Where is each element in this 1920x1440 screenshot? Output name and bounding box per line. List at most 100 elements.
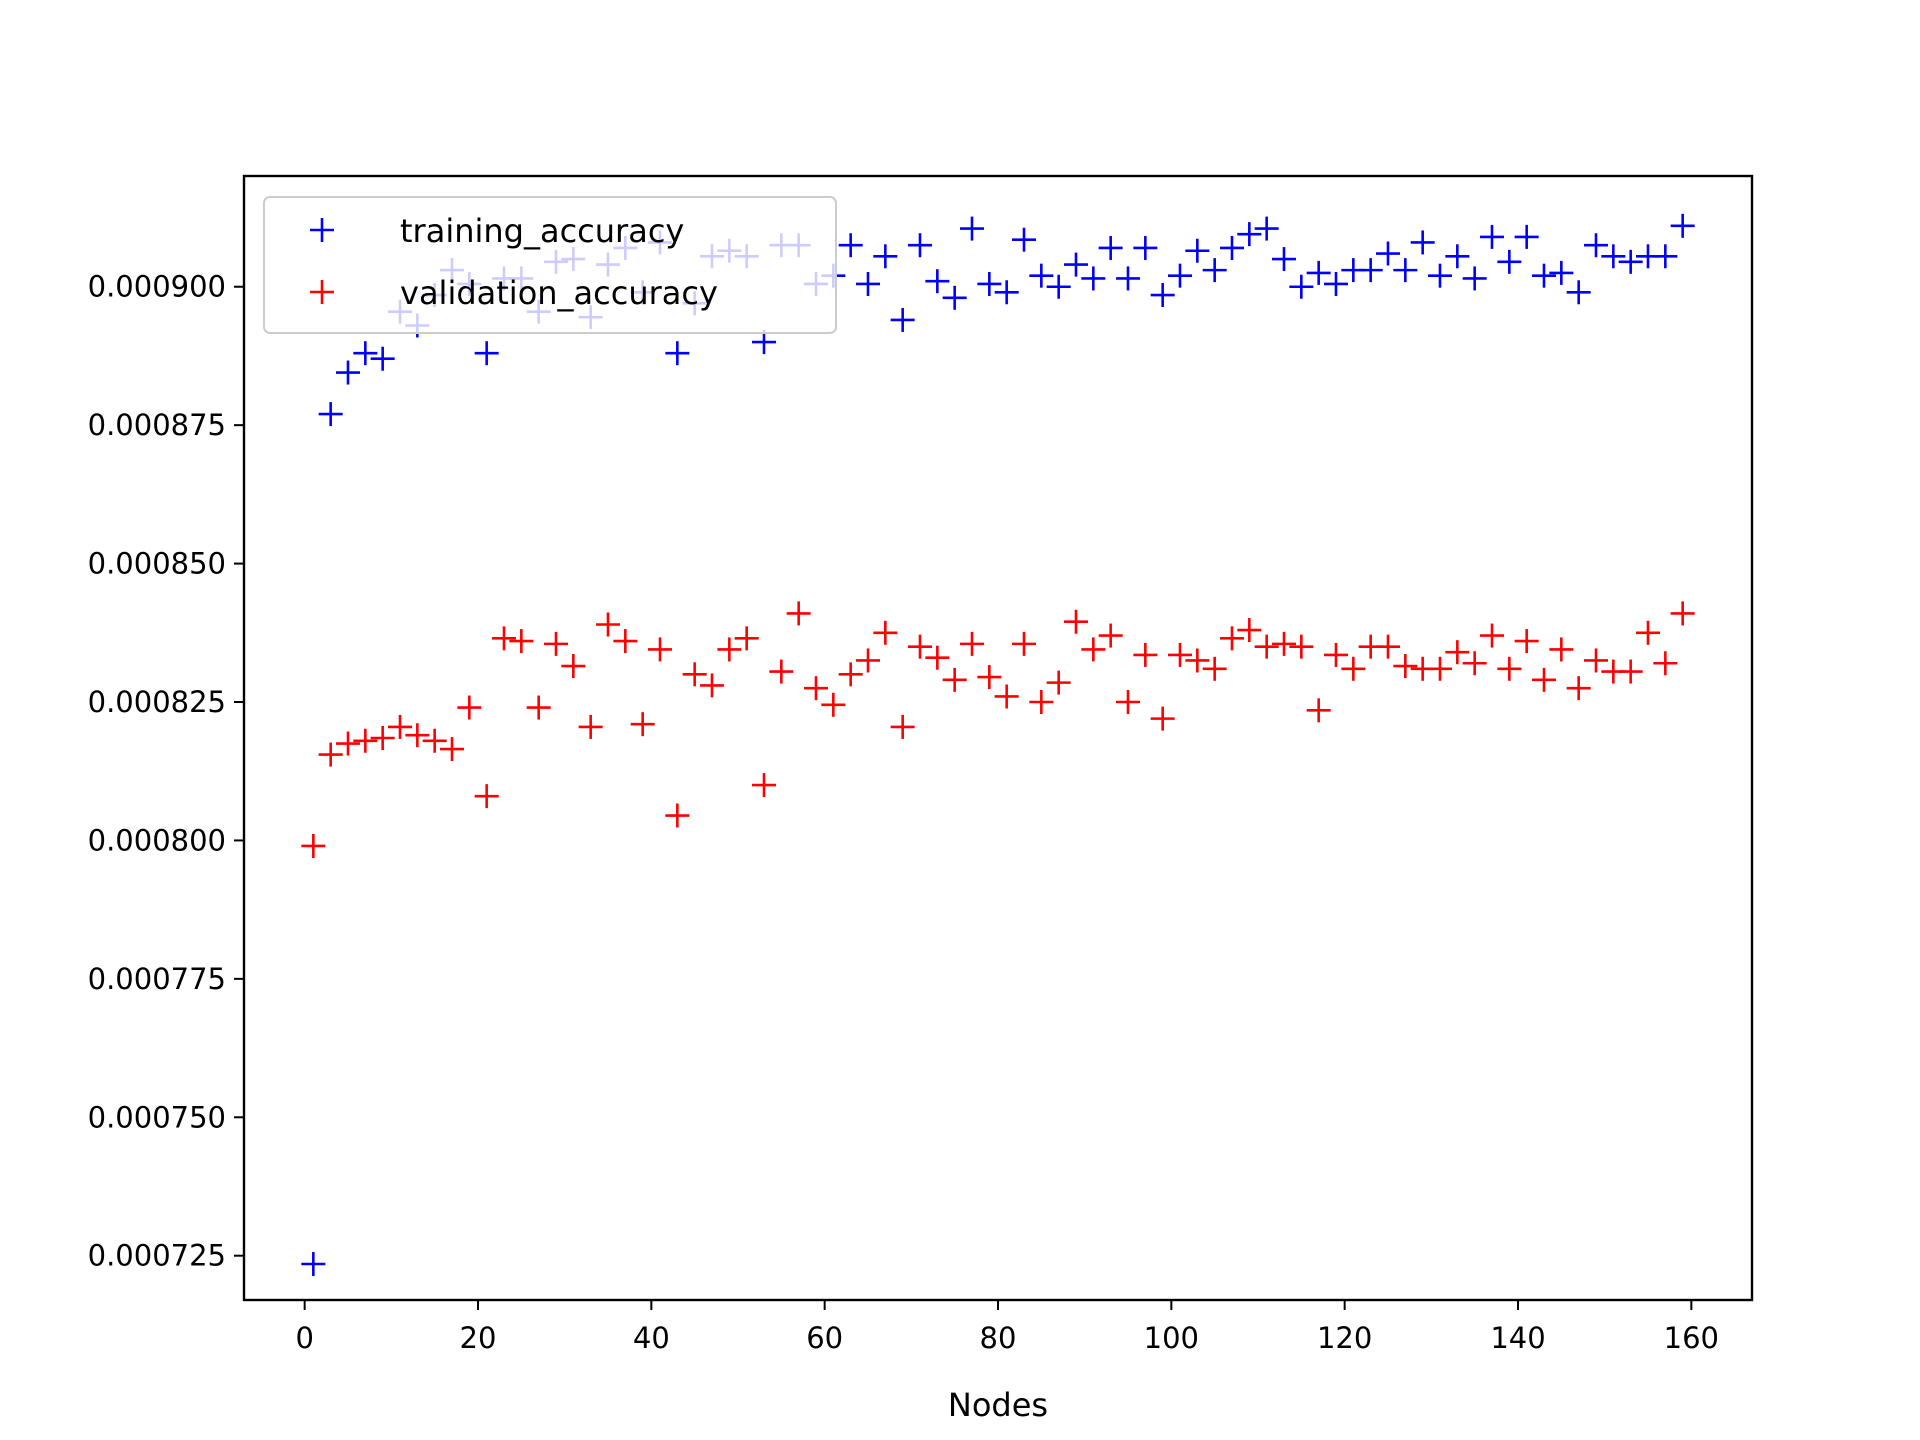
training-accuracy-point xyxy=(1445,244,1470,269)
y-tick-label: 0.000775 xyxy=(88,962,226,996)
validation-accuracy-point xyxy=(1428,656,1452,681)
validation-accuracy-point xyxy=(1046,670,1071,695)
validation-accuracy-point xyxy=(544,631,568,656)
y-tick-label: 0.000800 xyxy=(88,823,226,857)
y-axis-ticks: 0.000725 0.000750 0.000775 0.000800 0.000825… xyxy=(88,270,244,1273)
validation-accuracy-point xyxy=(1237,618,1262,643)
training-accuracy-point xyxy=(977,271,1002,296)
training-accuracy-point xyxy=(1410,230,1435,255)
validation-accuracy-point xyxy=(1532,667,1556,692)
validation-accuracy-point xyxy=(388,714,412,739)
validation-accuracy-point xyxy=(1584,648,1608,673)
training-accuracy-point xyxy=(838,233,863,258)
validation-accuracy-point xyxy=(1445,640,1470,665)
x-tick-label: 20 xyxy=(460,1321,497,1355)
validation-accuracy-point xyxy=(1220,626,1244,651)
validation-accuracy-point xyxy=(1549,637,1574,662)
training-accuracy-point xyxy=(1324,271,1348,296)
training-accuracy-point xyxy=(1653,244,1678,269)
training-accuracy-point xyxy=(908,233,932,258)
validation-accuracy-point xyxy=(440,737,464,762)
training-accuracy-point xyxy=(1150,283,1175,308)
training-accuracy-point xyxy=(1289,274,1314,299)
validation-accuracy-point xyxy=(717,637,742,662)
validation-accuracy-point xyxy=(596,612,620,637)
training-accuracy-point xyxy=(1480,224,1504,249)
training-accuracy-point xyxy=(370,346,395,371)
validation-accuracy-point xyxy=(1636,620,1660,645)
validation-accuracy-point xyxy=(1098,623,1123,648)
training-accuracy-point xyxy=(665,341,690,366)
training-accuracy-point xyxy=(1220,235,1244,260)
validation-accuracy-point xyxy=(1376,634,1400,659)
training-accuracy-point xyxy=(1064,252,1088,277)
validation-accuracy-point xyxy=(561,654,586,679)
x-tick-label: 100 xyxy=(1144,1321,1199,1355)
validation-accuracy-point xyxy=(960,631,984,656)
validation-accuracy-point xyxy=(1393,654,1418,679)
training-accuracy-point xyxy=(1254,216,1279,241)
x-tick-label: 60 xyxy=(806,1321,843,1355)
training-accuracy-point xyxy=(1376,241,1400,266)
validation-accuracy-point xyxy=(1480,623,1504,648)
validation-accuracy-point xyxy=(700,673,724,698)
plot-background xyxy=(244,176,1752,1300)
x-axis-label: Nodes xyxy=(948,1386,1048,1424)
validation-accuracy-point xyxy=(890,714,915,739)
training-accuracy-point xyxy=(1584,233,1608,258)
legend-marker-training-accuracy-glyph xyxy=(310,218,334,242)
validation-accuracy-point xyxy=(1012,631,1036,656)
training-accuracy-point xyxy=(1428,263,1452,288)
training-accuracy-point xyxy=(856,271,880,296)
legend-marker-training-accuracy xyxy=(310,218,334,242)
training-accuracy-point xyxy=(1462,266,1487,291)
validation-accuracy-point xyxy=(1324,642,1348,667)
validation-accuracy-point xyxy=(942,667,967,692)
validation-accuracy-point xyxy=(474,784,499,809)
validation-accuracy-point xyxy=(492,626,516,651)
training-accuracy-point xyxy=(1202,258,1227,283)
validation-accuracy-point xyxy=(908,634,932,659)
validation-accuracy-point xyxy=(665,803,690,828)
training-accuracy-point xyxy=(318,402,343,427)
training-accuracy-point xyxy=(1514,224,1539,249)
validation-accuracy-point xyxy=(804,676,828,701)
training-accuracy-point xyxy=(960,216,984,241)
y-tick-label: 0.000875 xyxy=(88,408,226,442)
training-accuracy-point xyxy=(1081,266,1106,291)
x-tick-label: 0 xyxy=(295,1321,313,1355)
training-accuracy-point xyxy=(1532,263,1556,288)
training-accuracy-point xyxy=(1272,247,1296,272)
validation-accuracy-point xyxy=(752,773,776,798)
validation-accuracy-point xyxy=(1185,648,1210,673)
validation-accuracy-point xyxy=(838,662,863,687)
training-accuracy-point xyxy=(1237,222,1262,247)
validation-accuracy-point xyxy=(1670,601,1695,626)
training-accuracy-point xyxy=(1098,235,1123,260)
x-tick-label: 40 xyxy=(633,1321,670,1355)
validation-accuracy-point xyxy=(648,637,672,662)
training-accuracy-point xyxy=(752,330,776,355)
validation-accuracy-point xyxy=(1029,690,1054,715)
training-accuracy-point xyxy=(890,307,915,332)
validation-accuracy-point xyxy=(1341,656,1366,681)
validation-accuracy-point xyxy=(422,728,447,753)
legend-label-training-accuracy: training_accuracy xyxy=(400,212,684,250)
legend: training_accuracy validation_accuracy xyxy=(263,196,837,334)
validation-accuracy-point xyxy=(786,601,811,626)
validation-accuracy-point xyxy=(682,662,707,687)
validation-accuracy-point xyxy=(630,712,655,737)
y-tick-label: 0.000825 xyxy=(88,685,226,719)
training-accuracy-point xyxy=(1012,227,1036,252)
validation-accuracy-point xyxy=(994,684,1019,709)
legend-frame xyxy=(263,196,837,334)
validation-accuracy-point xyxy=(613,629,638,654)
training-accuracy-point xyxy=(1601,244,1626,269)
training-accuracy-point xyxy=(1029,263,1054,288)
validation-accuracy-point xyxy=(301,833,326,858)
training-accuracy-point xyxy=(1566,280,1591,305)
validation-accuracy-point xyxy=(769,659,794,684)
legend-label-validation-accuracy: validation_accuracy xyxy=(400,274,718,312)
training-accuracy-point xyxy=(1168,263,1192,288)
training-accuracy-point xyxy=(353,341,378,366)
